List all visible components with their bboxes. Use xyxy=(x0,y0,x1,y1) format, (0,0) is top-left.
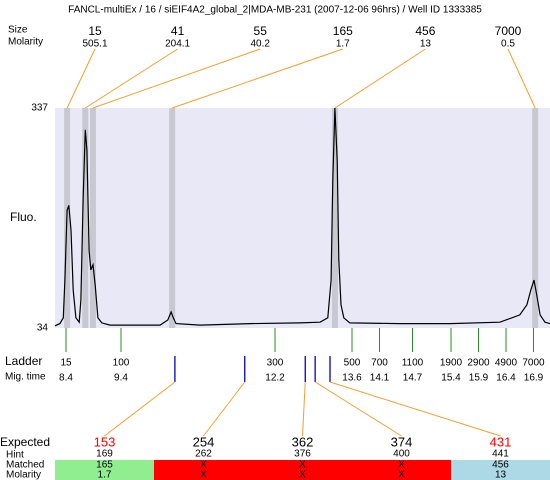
match-cell xyxy=(253,460,352,480)
ladder-size: 300 xyxy=(267,358,284,369)
row-label: Hint xyxy=(6,450,24,461)
trace xyxy=(54,107,550,327)
matched-value: X xyxy=(200,460,207,471)
peak-size: 456 xyxy=(415,24,435,38)
row-label: Molarity xyxy=(6,470,41,480)
match-cell xyxy=(451,460,550,480)
expected-value: 431 xyxy=(490,434,512,449)
ladder-size: 100 xyxy=(113,358,130,369)
expected-value: 254 xyxy=(193,434,215,449)
hint-value: 400 xyxy=(393,449,410,460)
match-cell xyxy=(352,460,451,480)
ladder-time: 14.7 xyxy=(403,373,423,384)
peak-molarity: 40.2 xyxy=(250,39,270,50)
peak-band xyxy=(82,108,89,328)
ladder-time: 13.6 xyxy=(342,373,362,384)
ladder-time: 8.4 xyxy=(59,373,73,384)
matched-value: 456 xyxy=(492,460,509,471)
ladder-size: 500 xyxy=(344,358,361,369)
hint-value: 441 xyxy=(492,449,509,460)
ladder-size: 7000 xyxy=(522,358,545,369)
molarity-value: X xyxy=(299,470,306,480)
plot-area xyxy=(55,108,550,328)
peak-size: 55 xyxy=(254,24,268,38)
ladder-size: 1100 xyxy=(402,358,424,369)
size-label: Size xyxy=(8,25,28,36)
ladder-size: 15 xyxy=(60,358,72,369)
ladder-size: 1900 xyxy=(440,358,463,369)
y-tick-label: 34 xyxy=(37,323,49,334)
match-cell xyxy=(55,460,154,480)
molarity-value: 13 xyxy=(495,470,507,480)
peak-connector xyxy=(84,48,178,109)
peak-size: 165 xyxy=(333,24,353,38)
chart-title: FANCL-multiEx / 16 / siEIF4A2_global_2|M… xyxy=(68,5,482,16)
ladder-size: 700 xyxy=(371,358,388,369)
ladder-size: 4900 xyxy=(495,358,518,369)
peak-band xyxy=(331,108,338,328)
y-axis-label: Fluo. xyxy=(10,210,37,224)
ladder-time: 12.2 xyxy=(265,373,285,384)
expected-connector xyxy=(329,381,501,437)
hint-value: 262 xyxy=(195,449,212,460)
peak-connector xyxy=(171,48,343,109)
matched-value: X xyxy=(299,460,306,471)
peak-band xyxy=(89,108,96,328)
ladder-time: 9.4 xyxy=(114,373,128,384)
expected-connector xyxy=(314,381,402,437)
peak-molarity: 1.7 xyxy=(336,39,350,50)
ladder-size: 2900 xyxy=(467,358,490,369)
peak-molarity: 204.1 xyxy=(165,39,190,50)
molarity-value: X xyxy=(200,470,207,480)
expected-connector xyxy=(104,381,176,437)
peak-connector xyxy=(334,48,426,109)
y-tick-label: 337 xyxy=(31,103,48,114)
row-label: Expected xyxy=(0,435,50,449)
ladder-time: 14.1 xyxy=(370,373,390,384)
peak-molarity: 505.1 xyxy=(82,39,107,50)
matched-value: 165 xyxy=(96,460,113,471)
ladder-time: 16.4 xyxy=(496,373,516,384)
peak-connector xyxy=(66,48,96,109)
molarity-value: X xyxy=(398,470,405,480)
peak-band xyxy=(169,108,176,328)
time-label: Mig. time xyxy=(5,372,46,383)
hint-value: 376 xyxy=(294,449,311,460)
ladder-time: 15.9 xyxy=(469,373,489,384)
molarity-label: Molarity xyxy=(8,37,43,48)
hint-value: 169 xyxy=(96,449,113,460)
match-cell xyxy=(154,460,253,480)
expected-connector xyxy=(302,381,306,437)
peak-connector xyxy=(507,48,536,109)
ladder-time: 16.9 xyxy=(524,373,544,384)
expected-value: 374 xyxy=(391,434,413,449)
peak-molarity: 13 xyxy=(420,39,432,50)
peak-size: 15 xyxy=(88,24,102,38)
expected-value: 362 xyxy=(292,434,314,449)
row-label: Matched xyxy=(6,460,44,471)
peak-band xyxy=(532,108,539,328)
peak-molarity: 0.5 xyxy=(501,39,515,50)
peak-size: 41 xyxy=(171,24,185,38)
matched-value: X xyxy=(398,460,405,471)
peak-connector xyxy=(92,48,261,109)
ladder-label: Ladder xyxy=(5,354,42,368)
molarity-value: 1.7 xyxy=(98,470,112,480)
expected-connector xyxy=(203,381,246,437)
expected-value: 153 xyxy=(94,434,116,449)
ladder-time: 15.4 xyxy=(441,373,461,384)
peak-size: 7000 xyxy=(495,24,522,38)
